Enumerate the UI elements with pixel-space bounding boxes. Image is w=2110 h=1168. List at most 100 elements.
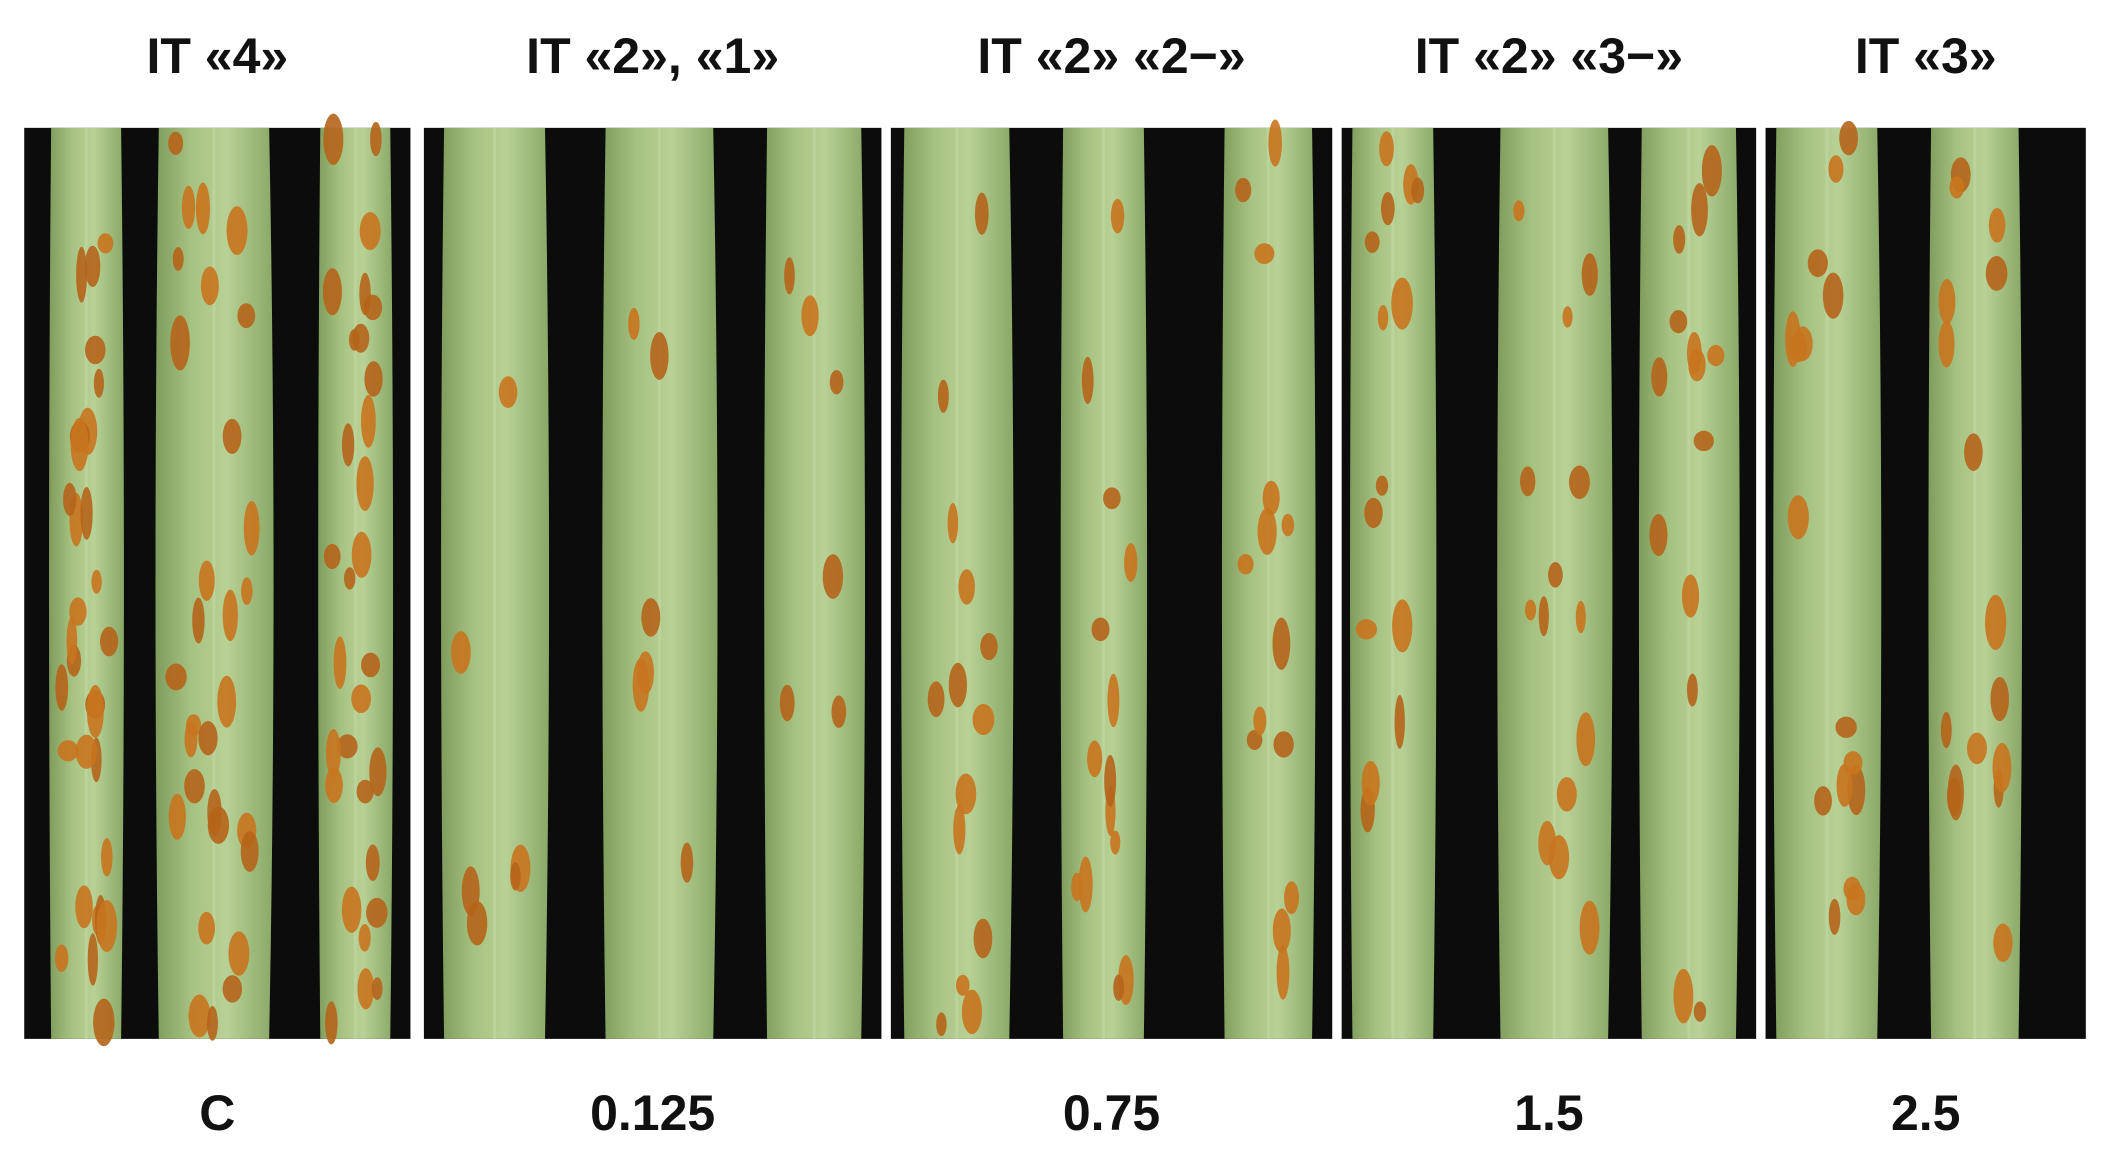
- rust-pustule: [1254, 243, 1275, 264]
- infection-type-label: IT «3»: [1855, 28, 1997, 84]
- rust-pustule: [70, 417, 89, 472]
- rust-pustule: [1124, 543, 1138, 582]
- rust-pustule: [1686, 331, 1702, 374]
- rust-pustule: [1235, 177, 1252, 203]
- rust-pustule: [1562, 306, 1573, 328]
- rust-pustule: [222, 975, 243, 1003]
- rust-pustule: [198, 560, 215, 601]
- rust-pustule: [972, 703, 995, 736]
- rust-pustule: [1091, 617, 1110, 642]
- rust-pustule: [955, 773, 977, 815]
- rust-pustule: [1828, 898, 1841, 935]
- rust-pustule: [1940, 711, 1952, 749]
- rust-pustule: [510, 862, 521, 891]
- rust-pustule: [1524, 599, 1537, 621]
- rust-pustule: [184, 720, 198, 758]
- rust-pustule: [1257, 508, 1277, 555]
- rust-pustule: [1988, 207, 2006, 243]
- rust-pustule: [361, 652, 381, 678]
- rust-pustule: [101, 838, 113, 877]
- rust-pustule: [1262, 480, 1280, 516]
- treatment-label: 2.5: [1891, 1085, 1961, 1141]
- rust-pustule: [1364, 231, 1380, 253]
- rust-pustule: [1276, 945, 1290, 1000]
- rust-pustule: [1701, 145, 1722, 197]
- rust-pustule: [91, 569, 102, 594]
- rust-pustule: [1268, 119, 1282, 167]
- rust-pustule: [360, 395, 376, 448]
- rust-pustule: [1792, 326, 1813, 362]
- rust-pustule: [1843, 751, 1863, 775]
- rust-pustule: [1569, 465, 1590, 500]
- rust-pustule: [168, 131, 184, 155]
- rust-pustule: [184, 769, 205, 804]
- rust-pustule: [637, 651, 654, 695]
- rust-pustule: [973, 918, 993, 959]
- rust-pustule: [822, 554, 844, 599]
- rust-pustule: [1938, 320, 1955, 368]
- rust-pustule: [1673, 225, 1686, 254]
- rust-pustule: [680, 842, 694, 883]
- rust-pustule: [200, 266, 219, 306]
- rust-pustule: [358, 924, 371, 952]
- rust-pustule: [1938, 278, 1956, 325]
- rust-pustule: [1993, 923, 2013, 962]
- rust-pustule: [365, 844, 380, 881]
- rust-pustule: [222, 418, 242, 454]
- rust-pustule: [1984, 594, 2007, 651]
- rust-pustule: [1377, 304, 1389, 331]
- rust-pustule: [1814, 786, 1832, 816]
- rust-pustule: [172, 247, 184, 271]
- rust-pustule: [63, 482, 77, 516]
- rust-pustule: [1237, 553, 1254, 575]
- rust-pustule: [323, 113, 344, 165]
- rust-pustule: [325, 1001, 338, 1045]
- rust-pustule: [243, 500, 260, 556]
- rust-pustule: [1379, 131, 1394, 167]
- rust-pustule: [1693, 1001, 1707, 1022]
- rust-pustule: [87, 933, 98, 986]
- rust-pustule: [784, 257, 795, 295]
- rust-pustule: [829, 369, 844, 395]
- rust-pustule: [1556, 777, 1577, 812]
- rust-pustule: [937, 379, 949, 413]
- rust-pustule: [1391, 277, 1413, 330]
- rust-pustule: [1846, 883, 1866, 916]
- rust-pustule: [57, 740, 79, 762]
- rust-pustule: [241, 577, 253, 605]
- rust-pustule: [1394, 694, 1405, 749]
- rust-pustule: [1575, 600, 1586, 634]
- rust-pustule: [97, 233, 114, 254]
- rust-pustule: [1411, 177, 1425, 204]
- rust-pustule: [1284, 881, 1299, 915]
- rust-pustule: [779, 684, 795, 722]
- rust-pustule: [357, 968, 375, 1010]
- rust-pustule: [1686, 673, 1698, 707]
- rust-pustule: [165, 663, 187, 691]
- treatment-label: 0.125: [590, 1085, 715, 1141]
- rust-pustule: [948, 662, 968, 708]
- rust-pustule: [1673, 968, 1694, 1024]
- rust-pustule: [1110, 198, 1125, 234]
- rust-pustule: [1364, 497, 1383, 529]
- rust-pustule: [188, 994, 211, 1038]
- rust-pustule: [1392, 599, 1413, 653]
- rust-pustule: [1355, 619, 1378, 640]
- rust-pustule: [961, 989, 983, 1035]
- rust-pustule: [1087, 740, 1103, 778]
- rust-pustule: [198, 911, 215, 945]
- rust-pustule: [54, 944, 69, 973]
- rust-pustule: [1691, 183, 1708, 237]
- rust-pustule: [955, 974, 970, 996]
- rust-pustule: [1576, 712, 1596, 767]
- rust-pustule: [1949, 176, 1965, 199]
- rust-pustule: [927, 681, 945, 718]
- rust-pustule: [168, 793, 186, 840]
- rust-pustule: [1253, 706, 1267, 736]
- rust-pustule: [369, 747, 387, 797]
- rust-pustule: [450, 631, 471, 674]
- rust-pustule: [207, 1005, 218, 1041]
- rust-pustule: [1947, 764, 1964, 821]
- rust-pustule: [66, 616, 78, 665]
